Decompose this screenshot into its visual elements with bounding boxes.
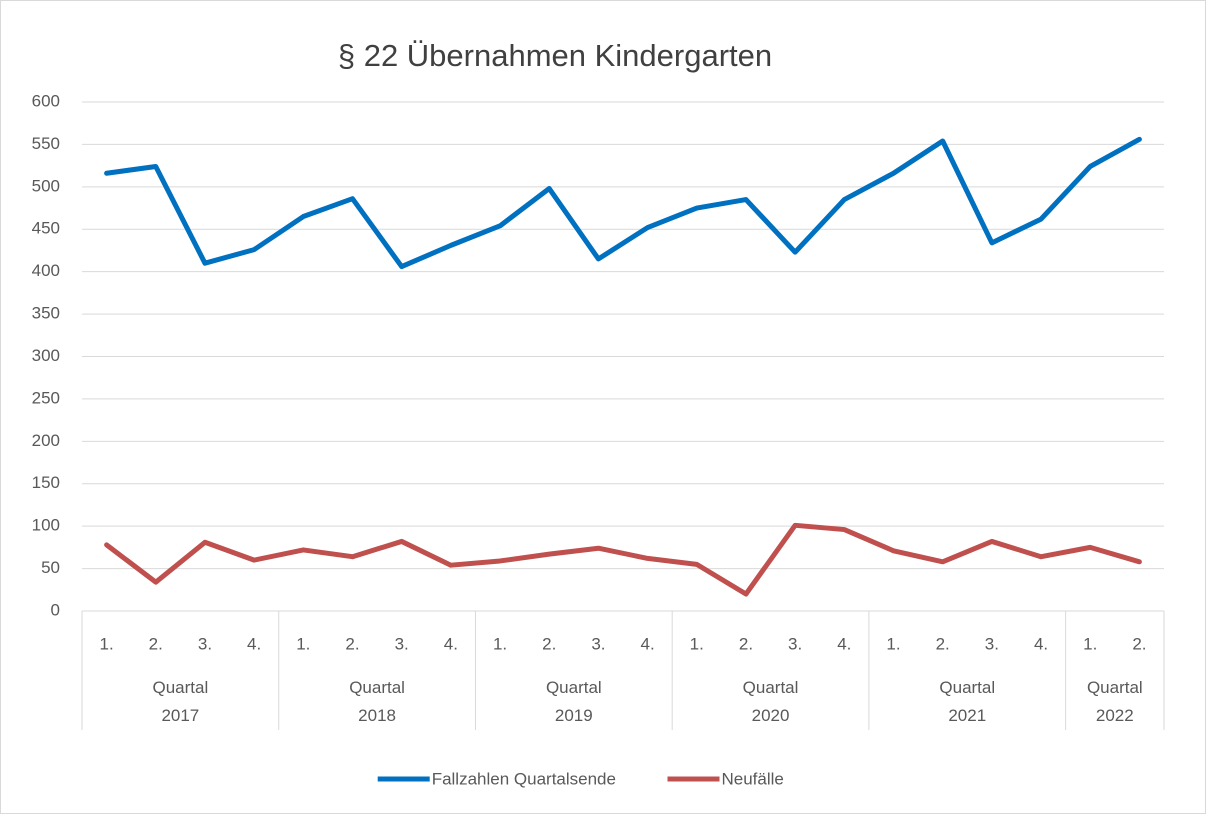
x-tick-label: 4. [1034, 634, 1048, 653]
x-tick-label: 4. [444, 634, 458, 653]
y-tick-label: 150 [32, 473, 60, 492]
x-tick-label: 2. [1132, 634, 1146, 653]
group-label: Quartal 2021 [939, 678, 996, 725]
x-tick-label: 1. [1083, 634, 1097, 653]
group-label: Quartal 2019 [545, 678, 602, 725]
x-tick-label: 1. [493, 634, 507, 653]
line-series [104, 136, 1142, 270]
x-tick-label: 1. [296, 634, 310, 653]
y-tick-label: 50 [41, 558, 60, 577]
x-tick-label: 3. [985, 634, 999, 653]
y-tick-label: 300 [32, 346, 60, 365]
group-label: Quartal 2022 [1086, 678, 1143, 725]
y-tick-label: 350 [32, 304, 60, 323]
x-tick-label: 1. [690, 634, 704, 653]
x-tick-label: 3. [198, 634, 212, 653]
y-tick-label: 600 [32, 91, 60, 110]
x-tick-label: 3. [591, 634, 605, 653]
x-tick-label: 2. [345, 634, 359, 653]
x-tick-label: 3. [788, 634, 802, 653]
y-tick-label: 100 [32, 516, 60, 535]
y-tick-label: 500 [32, 176, 60, 195]
y-tick-label: 450 [32, 219, 60, 238]
x-tick-label: 4. [837, 634, 851, 653]
y-tick-label: 0 [51, 600, 60, 619]
x-tick-label: 1. [886, 634, 900, 653]
y-tick-label: 550 [32, 134, 60, 153]
line-series [104, 522, 1142, 597]
y-tick-label: 200 [32, 431, 60, 450]
x-tick-label: 2. [149, 634, 163, 653]
x-tick-label: 3. [395, 634, 409, 653]
y-tick-label: 250 [32, 388, 60, 407]
chart-title: § 22 Übernahmen Kindergarten [338, 38, 772, 73]
group-label: Quartal 2018 [349, 678, 405, 725]
legend-label: Fallzahlen Quartalsende [432, 769, 616, 788]
x-tick-label: 4. [247, 634, 261, 653]
x-tick-label: 2. [739, 634, 753, 653]
x-tick-label: 2. [936, 634, 950, 653]
x-tick-label: 2. [542, 634, 556, 653]
x-tick-label: 4. [640, 634, 654, 653]
x-tick-label: 1. [99, 634, 113, 653]
group-label: Quartal 2020 [742, 678, 799, 725]
group-label: Quartal 2017 [152, 678, 209, 725]
legend-label: Neufälle [722, 769, 784, 788]
y-tick-label: 400 [32, 261, 60, 280]
